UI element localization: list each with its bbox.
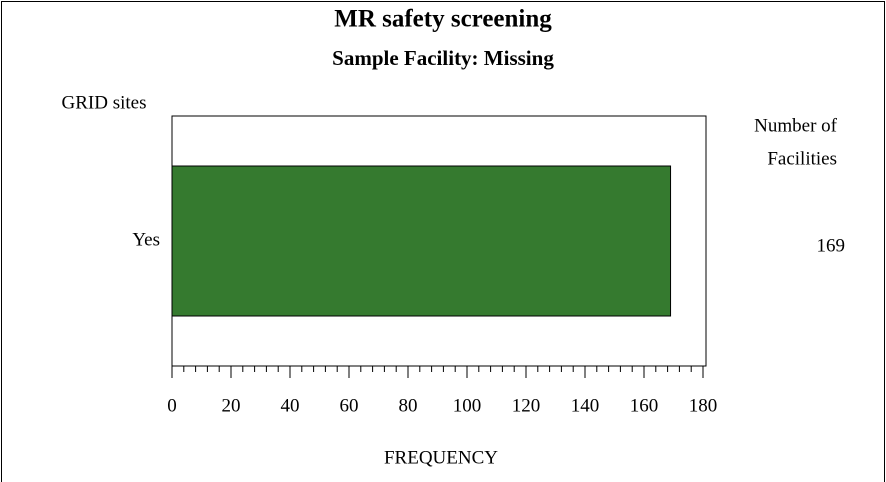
- x-tick-label: 180: [689, 395, 718, 416]
- y-tick-label: Yes: [132, 229, 160, 250]
- x-tick-label: 140: [571, 395, 600, 416]
- bar: [171, 165, 672, 317]
- chart-title: MR safety screening: [334, 6, 552, 33]
- stat-label: Facilities: [767, 148, 837, 169]
- x-tick-label: 80: [399, 395, 418, 416]
- y-axis-label: GRID sites: [62, 92, 147, 113]
- x-tick-label: 120: [512, 395, 541, 416]
- x-tick-label: 100: [453, 395, 482, 416]
- x-tick-label: 40: [281, 395, 300, 416]
- x-tick-label: 160: [630, 395, 659, 416]
- x-tick-label: 0: [167, 395, 177, 416]
- x-tick-label: 20: [222, 395, 241, 416]
- x-tick-label: 60: [340, 395, 359, 416]
- x-axis-label: FREQUENCY: [384, 447, 498, 468]
- stat-value: 169: [817, 235, 846, 256]
- stat-label: Number of: [754, 115, 838, 136]
- chart-subtitle: Sample Facility: Missing: [332, 46, 554, 70]
